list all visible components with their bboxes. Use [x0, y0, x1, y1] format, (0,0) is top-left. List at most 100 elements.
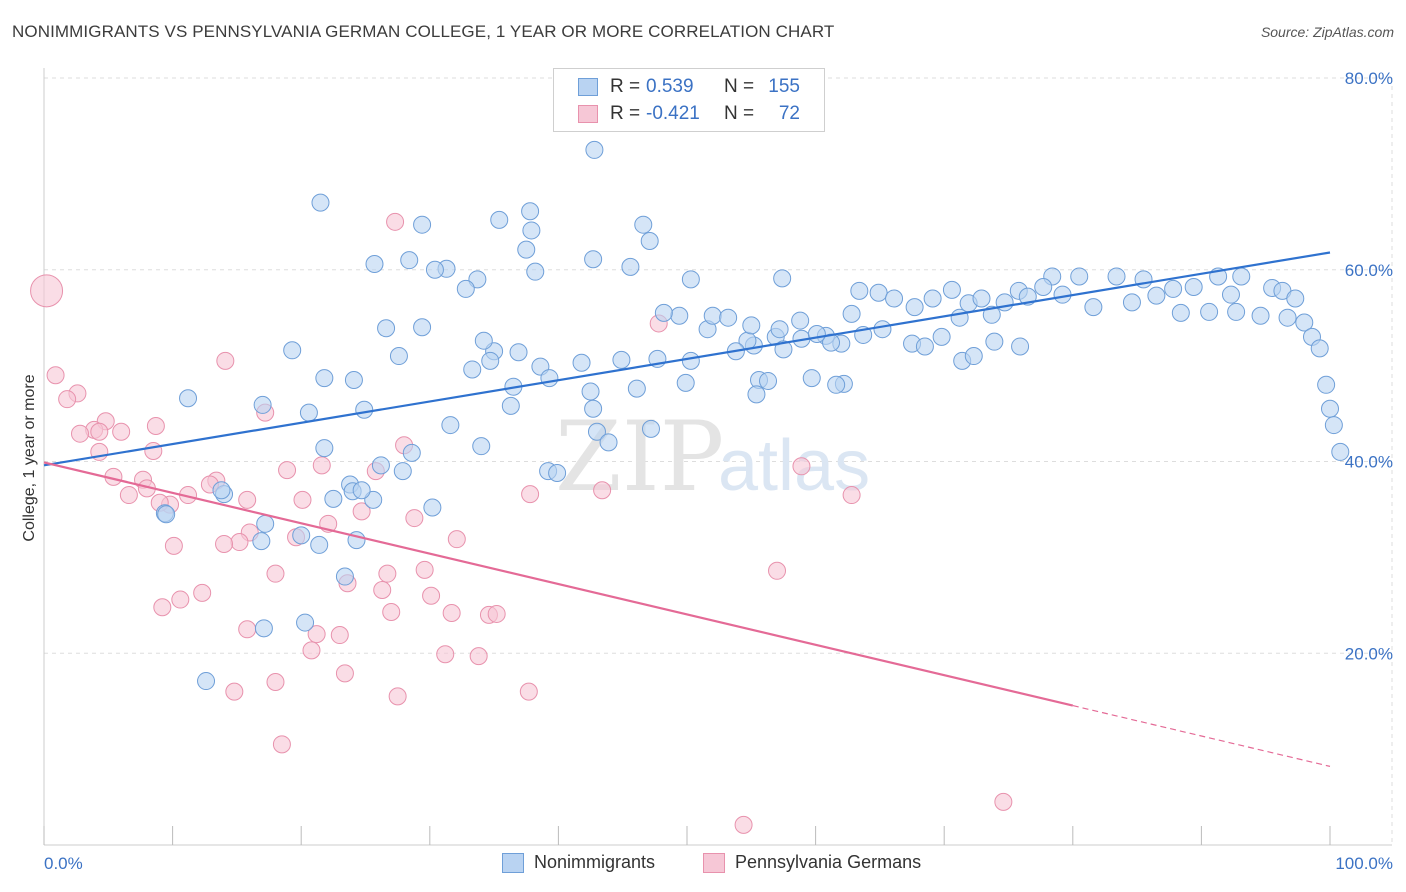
data-point-nonimmigrants [1232, 267, 1251, 286]
data-point-pennsylvania-germans [293, 490, 312, 509]
data-point-nonimmigrants [1278, 308, 1297, 327]
data-point-nonimmigrants [982, 305, 1001, 324]
data-point-nonimmigrants [1295, 313, 1314, 332]
data-point-nonimmigrants [703, 306, 722, 325]
data-point-nonimmigrants [1200, 302, 1219, 321]
data-point-pennsylvania-germans [58, 390, 77, 409]
data-point-nonimmigrants [1310, 339, 1329, 358]
data-point-pennsylvania-germans [422, 586, 441, 605]
data-point-nonimmigrants [747, 385, 766, 404]
data-point-nonimmigrants [791, 311, 810, 330]
series-pennsylvania-germans [30, 212, 1013, 834]
source-name: ZipAtlas.com [1313, 24, 1394, 40]
data-point-nonimmigrants [364, 490, 383, 509]
data-point-pennsylvania-germans [335, 664, 354, 683]
data-point-nonimmigrants [1251, 306, 1270, 325]
data-point-pennsylvania-germans [447, 530, 466, 549]
data-point-pennsylvania-germans [487, 604, 506, 623]
data-point-nonimmigrants [371, 456, 390, 475]
data-point-nonimmigrants [807, 324, 826, 343]
data-point-pennsylvania-germans [153, 598, 172, 617]
data-point-nonimmigrants [915, 337, 934, 356]
trendline-pennsylvania-germans-extension [1072, 705, 1331, 767]
data-point-nonimmigrants [365, 254, 384, 273]
data-point-pennsylvania-germans [90, 422, 109, 441]
data-point-nonimmigrants [472, 437, 491, 456]
data-point-nonimmigrants [548, 464, 567, 483]
data-point-nonimmigrants [719, 308, 738, 327]
data-point-nonimmigrants [681, 351, 700, 370]
data-point-pennsylvania-germans [386, 212, 405, 231]
data-point-nonimmigrants [425, 260, 444, 279]
legend-swatch-blue [578, 78, 598, 96]
data-point-nonimmigrants [681, 270, 700, 289]
data-point-nonimmigrants [377, 319, 396, 338]
stats-legend: R = 0.539 N = 155 R = -0.421 N = 72 [553, 68, 825, 132]
data-point-nonimmigrants [157, 505, 176, 524]
data-point-pennsylvania-germans [144, 441, 163, 460]
data-point-nonimmigrants [256, 514, 275, 533]
data-point-nonimmigrants [873, 320, 892, 339]
data-point-nonimmigrants [584, 250, 603, 269]
chart-title: NONIMMIGRANTS VS PENNSYLVANIA GERMAN COL… [12, 22, 835, 41]
data-point-nonimmigrants [670, 306, 689, 325]
data-point-nonimmigrants [1317, 375, 1336, 394]
data-point-pennsylvania-germans [215, 534, 234, 553]
data-point-nonimmigrants [490, 210, 509, 229]
data-point-pennsylvania-germans [521, 485, 540, 504]
y-tick-label: 60.0% [1345, 261, 1393, 280]
legend-swatch-pink [578, 105, 598, 123]
data-point-nonimmigrants [1070, 267, 1089, 286]
data-point-nonimmigrants [355, 400, 374, 419]
source-prefix: Source: [1260, 24, 1314, 40]
data-point-pennsylvania-germans [352, 502, 371, 521]
trend-lines [43, 251, 1331, 767]
data-point-pennsylvania-germans [302, 641, 321, 660]
data-point-nonimmigrants [923, 289, 942, 308]
legend-swatch-blue [502, 852, 524, 873]
data-point-pennsylvania-germans [266, 564, 285, 583]
data-point-nonimmigrants [521, 202, 540, 221]
data-point-nonimmigrants [621, 257, 640, 276]
data-point-nonimmigrants [942, 280, 961, 299]
data-point-nonimmigrants [474, 331, 493, 350]
data-point-nonimmigrants [1034, 278, 1053, 297]
data-point-nonimmigrants [509, 343, 528, 362]
data-point-nonimmigrants [770, 320, 789, 339]
data-point-nonimmigrants [932, 327, 951, 346]
data-point-pennsylvania-germans [46, 366, 65, 385]
data-point-nonimmigrants [1184, 278, 1203, 297]
data-point-nonimmigrants [599, 433, 618, 452]
data-point-nonimmigrants [254, 619, 273, 638]
data-point-pennsylvania-germans [146, 417, 165, 436]
data-point-pennsylvania-germans [312, 456, 331, 475]
data-point-pennsylvania-germans [238, 490, 257, 509]
data-point-pennsylvania-germans [768, 561, 787, 580]
data-point-nonimmigrants [315, 439, 334, 458]
legend-item-pennsylvania-germans[interactable]: Pennsylvania Germans [703, 852, 921, 873]
legend-item-nonimmigrants[interactable]: Nonimmigrants [502, 852, 655, 873]
data-point-nonimmigrants [869, 283, 888, 302]
data-point-pennsylvania-germans [164, 536, 183, 555]
data-point-nonimmigrants [1321, 399, 1339, 418]
data-point-nonimmigrants [1331, 442, 1350, 461]
data-point-pennsylvania-germans [272, 735, 291, 754]
data-point-nonimmigrants [252, 532, 271, 551]
x-tick-label: 0.0% [44, 854, 83, 873]
data-point-nonimmigrants [335, 567, 354, 586]
data-point-pennsylvania-germans [30, 274, 64, 308]
series-nonimmigrants [155, 140, 1350, 691]
data-point-nonimmigrants [1171, 303, 1190, 322]
legend-n-value: 72 [778, 103, 800, 124]
data-point-nonimmigrants [572, 353, 591, 372]
watermark-zip: ZIP [555, 401, 724, 513]
data-point-nonimmigrants [774, 340, 793, 359]
data-point-nonimmigrants [456, 279, 475, 298]
data-point-nonimmigrants [296, 613, 315, 632]
watermark: ZIP atlas [555, 401, 870, 513]
data-point-nonimmigrants [423, 498, 442, 517]
data-point-nonimmigrants [773, 269, 792, 288]
data-point-nonimmigrants [352, 481, 371, 500]
legend-n-value: 155 [768, 76, 800, 97]
